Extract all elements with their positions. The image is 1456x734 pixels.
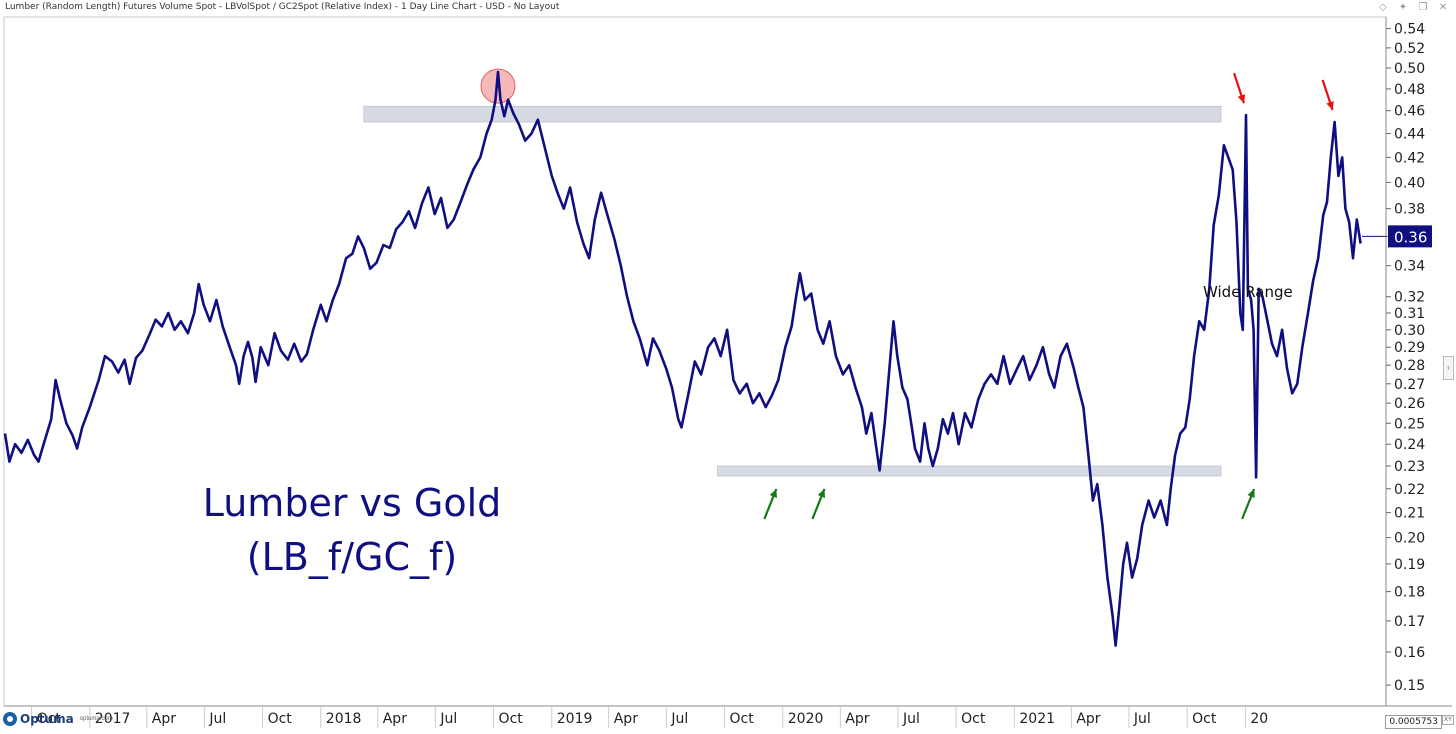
y-tick-label: 0.22 — [1394, 482, 1425, 498]
y-tick-label: 0.28 — [1394, 358, 1425, 374]
last-value-tag — [1388, 225, 1432, 248]
diamond-icon[interactable]: ◇ — [1379, 2, 1387, 13]
y-tick-label: 0.54 — [1394, 22, 1425, 38]
range-band — [717, 465, 1222, 477]
y-tick-label: 0.44 — [1394, 127, 1425, 143]
up-arrow-icon — [1241, 488, 1256, 520]
x-tick-label: Oct — [730, 711, 755, 727]
x-tick-label: Apr — [383, 711, 407, 727]
y-tick-label: 0.52 — [1394, 41, 1425, 57]
y-tick-label: 0.31 — [1394, 306, 1425, 322]
y-tick-label: 0.29 — [1394, 340, 1425, 356]
y-tick-label: 0.24 — [1394, 437, 1425, 453]
y-tick-label: 0.42 — [1394, 150, 1425, 166]
up-arrow-icon — [763, 488, 778, 520]
y-tick-label: 0.34 — [1394, 259, 1425, 275]
x-tick-label: Oct — [961, 711, 986, 727]
side-note: Wide Range — [1203, 283, 1293, 301]
close-icon[interactable]: ✕ — [1438, 2, 1448, 13]
window-title: Lumber (Random Length) Futures Volume Sp… — [5, 2, 560, 12]
x-tick-label: Oct — [268, 711, 293, 727]
xy-badge[interactable]: XY — [1441, 715, 1454, 725]
x-tick-label: 2020 — [788, 711, 824, 727]
range-band — [363, 105, 1222, 123]
series-line — [3, 70, 1362, 647]
x-tick-label: Apr — [845, 711, 869, 727]
logo-sub: optuma.com — [79, 716, 113, 722]
restore-icon[interactable]: ❐ — [1418, 2, 1428, 13]
y-tick-label: 0.50 — [1394, 61, 1425, 77]
x-tick-label: Jul — [208, 711, 226, 727]
down-arrow-icon — [1321, 79, 1334, 111]
x-tick-label: Apr — [614, 711, 638, 727]
y-tick-label: 0.20 — [1394, 531, 1425, 547]
x-tick-label: 2019 — [557, 711, 593, 727]
y-tick-label: 0.32 — [1394, 290, 1425, 306]
x-tick-label: Jul — [1133, 711, 1151, 727]
x-tick-label: 2017 — [95, 711, 131, 727]
optuma-logo-icon — [3, 712, 17, 726]
x-tick-label: Jul — [670, 711, 688, 727]
y-tick-label: 0.18 — [1394, 585, 1425, 601]
x-tick-label: Jul — [439, 711, 457, 727]
y-tick-label: 0.19 — [1394, 557, 1425, 573]
annotation-title-line2: (LB_f/GC_f) — [247, 535, 457, 579]
side-panel-toggle[interactable]: ‹ — [1443, 356, 1454, 380]
y-tick-label: 0.46 — [1394, 104, 1425, 120]
x-tick-label: Apr — [1076, 711, 1100, 727]
up-arrow-icon — [811, 488, 826, 520]
y-tick-label: 0.16 — [1394, 645, 1425, 661]
y-tick-label: 0.27 — [1394, 377, 1425, 393]
last-value-label: 0.36 — [1394, 228, 1427, 246]
y-tick-label: 0.15 — [1394, 678, 1425, 694]
x-tick-label: Oct — [1192, 711, 1217, 727]
x-tick-label: 2018 — [326, 711, 362, 727]
x-tick-label: Oct — [499, 711, 524, 727]
x-tick-label: Jul — [902, 711, 920, 727]
annotation-title-line1: Lumber vs Gold — [203, 481, 502, 525]
logo-text: Optuma — [20, 712, 74, 726]
y-tick-label: 0.25 — [1394, 416, 1425, 432]
y-tick-label: 0.21 — [1394, 506, 1425, 522]
x-tick-label: 2021 — [1019, 711, 1055, 727]
y-tick-label: 0.26 — [1394, 396, 1425, 412]
cursor-readout: 0.0005753 — [1385, 715, 1442, 729]
optuma-logo: Optuma optuma.com — [3, 712, 113, 726]
y-tick-label: 0.40 — [1394, 175, 1425, 191]
pin-icon[interactable]: ✦ — [1398, 2, 1408, 13]
y-tick-label: 0.23 — [1394, 459, 1425, 475]
y-tick-label: 0.38 — [1394, 202, 1425, 218]
y-tick-label: 0.17 — [1394, 614, 1425, 630]
x-tick-label: Apr — [152, 711, 176, 727]
window-controls: ◇ ✦ ❐ ✕ — [1378, 2, 1448, 13]
y-tick-label: 0.48 — [1394, 82, 1425, 98]
y-tick-label: 0.30 — [1394, 323, 1425, 339]
x-tick-label: Oct — [37, 711, 62, 727]
x-tick-label: 20 — [1250, 711, 1268, 727]
down-arrow-icon — [1232, 72, 1246, 104]
